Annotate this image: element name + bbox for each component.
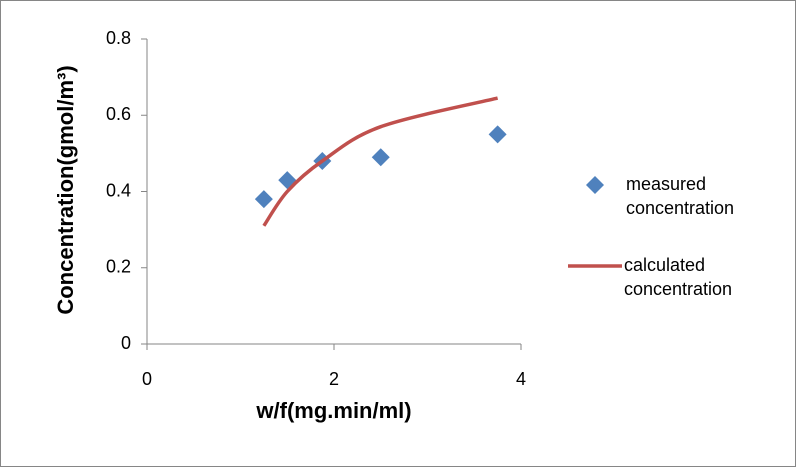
- data-point: [254, 190, 273, 209]
- x-tick-label: 2: [329, 369, 339, 389]
- legend-label: calculated concentration: [624, 255, 733, 299]
- y-tick-label: 0: [121, 333, 131, 353]
- x-axis-title: w/f(mg.min/ml): [255, 398, 411, 423]
- y-axis-title: Concentration(gmol/m³): [53, 65, 78, 314]
- legend-label: measured concentration: [626, 174, 735, 218]
- data-line: [262, 96, 499, 227]
- data-point: [371, 148, 390, 167]
- y-tick-label: 0.8: [106, 28, 131, 48]
- legend-marker: [586, 176, 604, 194]
- x-tick-label: 0: [142, 369, 152, 389]
- x-tick-label: 4: [516, 369, 526, 389]
- y-tick-label: 0.6: [106, 104, 131, 124]
- y-tick-label: 0.2: [106, 257, 131, 277]
- y-tick-label: 0.4: [106, 180, 131, 200]
- data-point: [488, 125, 507, 144]
